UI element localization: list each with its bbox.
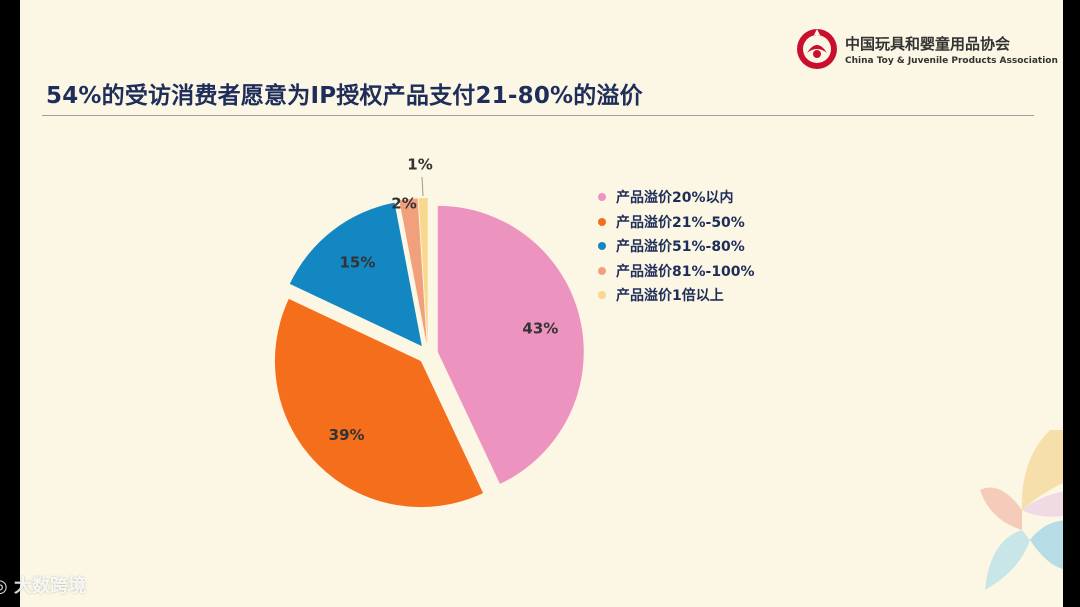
data-label-4: 2% <box>391 195 416 213</box>
legend-label-1: 产品溢价20%以内 <box>616 190 734 207</box>
legend-item-5: 产品溢价1倍以上 <box>598 283 755 308</box>
pie-slice-5 <box>418 198 428 345</box>
logo-name-cn: 中国玩具和婴童用品协会 <box>845 35 1011 53</box>
legend-item-1: 产品溢价20%以内 <box>598 185 755 210</box>
page-title: 54%的受访消费者愿意为IP授权产品支付21-80%的溢价 <box>46 83 643 109</box>
slide: 中国玩具和婴童用品协会 China Toy & Juvenile Product… <box>20 0 1063 607</box>
data-label-3: 15% <box>339 254 375 272</box>
watermark: ◎ 大数跨境 <box>0 572 86 598</box>
leader-line-5 <box>421 176 424 197</box>
data-label-2: 39% <box>329 426 365 444</box>
pie-slice-2 <box>274 298 484 508</box>
watermark-text: 大数跨境 <box>13 576 86 597</box>
association-logo: 中国玩具和婴童用品协会 China Toy & Juvenile Product… <box>795 27 1058 75</box>
legend-label-4: 产品溢价81%-100% <box>616 263 755 280</box>
legend-item-3: 产品溢价51%-80% <box>598 234 755 259</box>
logo-name-en: China Toy & Juvenile Products Associatio… <box>845 56 1058 66</box>
data-label-1: 43% <box>522 319 558 337</box>
pie-slice-3 <box>289 202 422 347</box>
legend-swatch-2 <box>598 217 606 226</box>
legend-label-5: 产品溢价1倍以上 <box>616 288 724 305</box>
pinwheel-decoration <box>980 430 1063 590</box>
legend-swatch-3 <box>598 242 606 251</box>
legend-item-2: 产品溢价21%-50% <box>598 210 755 235</box>
legend-label-3: 产品溢价51%-80% <box>616 239 745 256</box>
watermark-logo-icon: ◎ <box>0 576 14 597</box>
legend-swatch-5 <box>598 291 606 300</box>
chart-legend: 产品溢价20%以内 产品溢价21%-50% 产品溢价51%-80% 产品溢价81%-1… <box>598 185 755 308</box>
title-divider <box>42 115 1034 116</box>
data-label-5: 1% <box>407 156 432 174</box>
legend-label-2: 产品溢价21%-50% <box>616 214 745 231</box>
legend-item-4: 产品溢价81%-100% <box>598 259 755 284</box>
pie-slice-1 <box>437 205 584 484</box>
pie-chart: 43% 39% 15% 2% 1% <box>274 156 584 508</box>
pie-slice-4 <box>399 198 427 345</box>
legend-swatch-4 <box>598 266 606 275</box>
association-emblem-icon <box>797 29 837 69</box>
legend-swatch-1 <box>598 193 606 202</box>
